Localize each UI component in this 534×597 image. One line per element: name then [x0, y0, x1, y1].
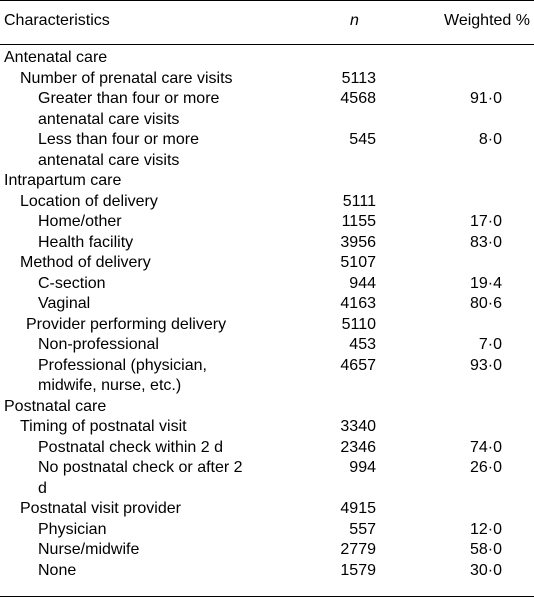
table-row: Vaginal 4163 80·6: [0, 294, 534, 315]
row-weighted-percent: 7·0: [478, 336, 502, 353]
table-row: Method of delivery 5107: [0, 253, 534, 274]
row-weighted-percent: 93·0: [469, 356, 502, 374]
table-row: C-section 944 19·4: [0, 274, 534, 295]
row-n: 5110: [341, 315, 376, 333]
row-n: 5107: [340, 254, 376, 271]
table-row: Less than four or more antenatal care vi…: [0, 130, 534, 171]
row-n: 1579: [340, 561, 376, 579]
row-label: Location of delivery: [20, 192, 158, 210]
row-label: Postnatal visit provider: [20, 500, 181, 517]
row-n: 453: [349, 336, 376, 353]
row-weighted-percent: 19·4: [469, 274, 502, 292]
row-n: 944: [349, 274, 376, 292]
header-n: n: [350, 12, 359, 29]
table-header: Characteristics n Weighted %: [0, 12, 534, 36]
row-label: Postnatal check within 2 d: [38, 438, 223, 456]
row-n: 545: [349, 131, 376, 148]
row-label: Physician: [38, 520, 107, 538]
table-row: Antenatal care: [0, 48, 534, 69]
table-row: Professional (physician, midwife, nurse,…: [0, 356, 534, 397]
row-label: Method of delivery: [20, 254, 151, 271]
row-n: 1155: [341, 213, 376, 230]
row-weighted-percent: 74·0: [469, 438, 502, 456]
row-label: None: [38, 561, 77, 579]
table-row: Provider performing delivery 5110: [0, 315, 534, 336]
table-row: Health facility 3956 83·0: [0, 233, 534, 254]
row-n: 3340: [340, 418, 376, 435]
row-weighted-percent: 30·0: [469, 561, 502, 579]
row-n: 5113: [341, 69, 376, 87]
row-n: 3956: [340, 233, 376, 251]
row-weighted-percent: 8·0: [478, 131, 502, 148]
row-n: 4915: [340, 500, 376, 517]
table-row: Timing of postnatal visit 3340: [0, 417, 534, 438]
row-weighted-percent: 17·0: [469, 213, 502, 230]
table-row: Physician 557 12·0: [0, 520, 534, 541]
row-n: 2779: [340, 541, 376, 558]
top-rule: [0, 0, 534, 1]
row-n: 2346: [340, 438, 376, 456]
header-rule: [0, 44, 534, 45]
table-row: Number of prenatal care visits 5113: [0, 69, 534, 90]
row-weighted-percent: 26·0: [469, 459, 502, 476]
row-label: Postnatal care: [4, 397, 107, 415]
row-label: Number of prenatal care visits: [20, 69, 233, 87]
table-row: Home/other 1155 17·0: [0, 212, 534, 233]
row-n: 4568: [340, 90, 376, 107]
row-label: Health facility: [38, 233, 134, 251]
table-row: Postnatal visit provider 4915: [0, 499, 534, 520]
table-row: Non-professional 453 7·0: [0, 335, 534, 356]
row-label: Non-professional: [38, 336, 159, 353]
row-n: 994: [349, 459, 376, 476]
table-row: Greater than four or more antenatal care…: [0, 89, 534, 130]
row-label: Provider performing delivery: [26, 315, 227, 333]
row-n: 5111: [342, 192, 376, 210]
header-weighted-percent: Weighted %: [444, 12, 530, 29]
row-label: Timing of postnatal visit: [20, 418, 187, 435]
row-label: Antenatal care: [4, 49, 108, 66]
row-weighted-percent: 91·0: [469, 90, 502, 107]
row-label: C-section: [38, 274, 106, 292]
row-n: 4163: [340, 295, 376, 312]
table-row: None 1579 30·0: [0, 561, 534, 582]
table-row: Intrapartum care: [0, 171, 534, 192]
row-label: Vaginal: [38, 295, 91, 312]
row-weighted-percent: 83·0: [469, 233, 502, 251]
row-label: Less than four or more antenatal care vi…: [38, 131, 199, 169]
row-label: Home/other: [38, 213, 122, 230]
table-row: Nurse/midwife 2779 58·0: [0, 540, 534, 561]
row-label: Intrapartum care: [4, 172, 122, 189]
row-n: 557: [349, 520, 376, 538]
row-weighted-percent: 12·0: [469, 520, 502, 538]
row-label: Greater than four or more antenatal care…: [38, 90, 220, 128]
table-row: Location of delivery 5111: [0, 192, 534, 213]
row-label: No postnatal check or after 2 d: [38, 459, 243, 497]
header-characteristics: Characteristics: [4, 12, 110, 29]
table-row: No postnatal check or after 2 d 994 26·0: [0, 458, 534, 499]
table-row: Postnatal care: [0, 397, 534, 418]
row-label: Nurse/midwife: [38, 541, 140, 558]
row-weighted-percent: 80·6: [469, 295, 502, 312]
table-body: Antenatal care Number of prenatal care vi…: [0, 48, 534, 581]
row-n: 4657: [340, 356, 376, 374]
table-row: Postnatal check within 2 d 2346 74·0: [0, 438, 534, 459]
row-label: Professional (physician, midwife, nurse,…: [38, 356, 207, 395]
row-weighted-percent: 58·0: [469, 541, 502, 558]
